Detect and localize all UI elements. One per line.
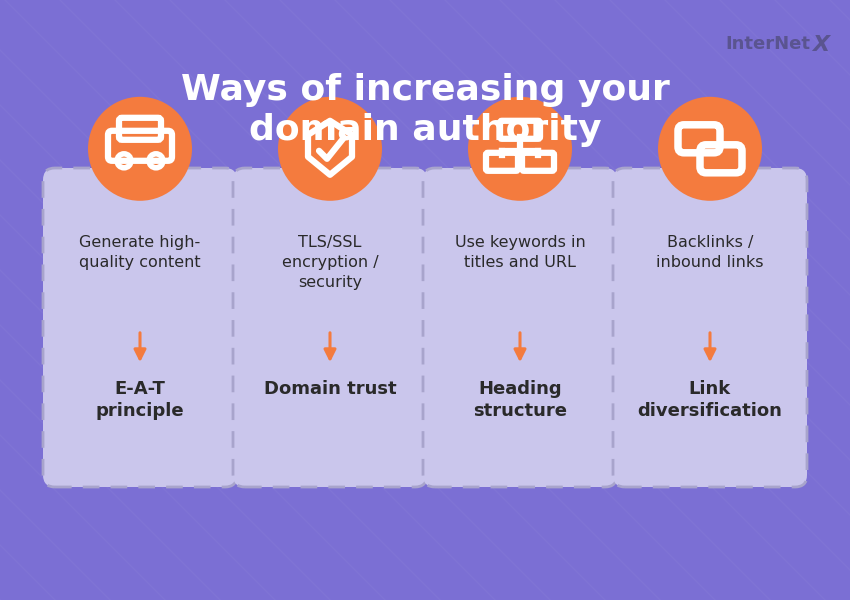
- Text: TLS/SSL
encryption /
security: TLS/SSL encryption / security: [281, 235, 378, 290]
- Text: E-A-T
principle: E-A-T principle: [96, 380, 184, 420]
- Text: Generate high-
quality content: Generate high- quality content: [79, 235, 201, 270]
- FancyBboxPatch shape: [423, 168, 617, 487]
- Circle shape: [468, 97, 572, 201]
- Text: Use keywords in
titles and URL: Use keywords in titles and URL: [455, 235, 586, 270]
- Text: Link
diversification: Link diversification: [638, 380, 783, 420]
- Text: InterNet: InterNet: [725, 35, 810, 53]
- FancyBboxPatch shape: [613, 168, 807, 487]
- Text: Ways of increasing your: Ways of increasing your: [180, 73, 670, 107]
- Text: Domain trust: Domain trust: [264, 380, 396, 398]
- Circle shape: [278, 97, 382, 201]
- Text: domain authority: domain authority: [249, 113, 601, 147]
- Circle shape: [658, 97, 762, 201]
- Text: Backlinks /
inbound links: Backlinks / inbound links: [656, 235, 764, 270]
- Text: Heading
structure: Heading structure: [473, 380, 567, 420]
- FancyBboxPatch shape: [43, 168, 237, 487]
- Circle shape: [88, 97, 192, 201]
- FancyBboxPatch shape: [233, 168, 427, 487]
- Text: X: X: [812, 35, 829, 55]
